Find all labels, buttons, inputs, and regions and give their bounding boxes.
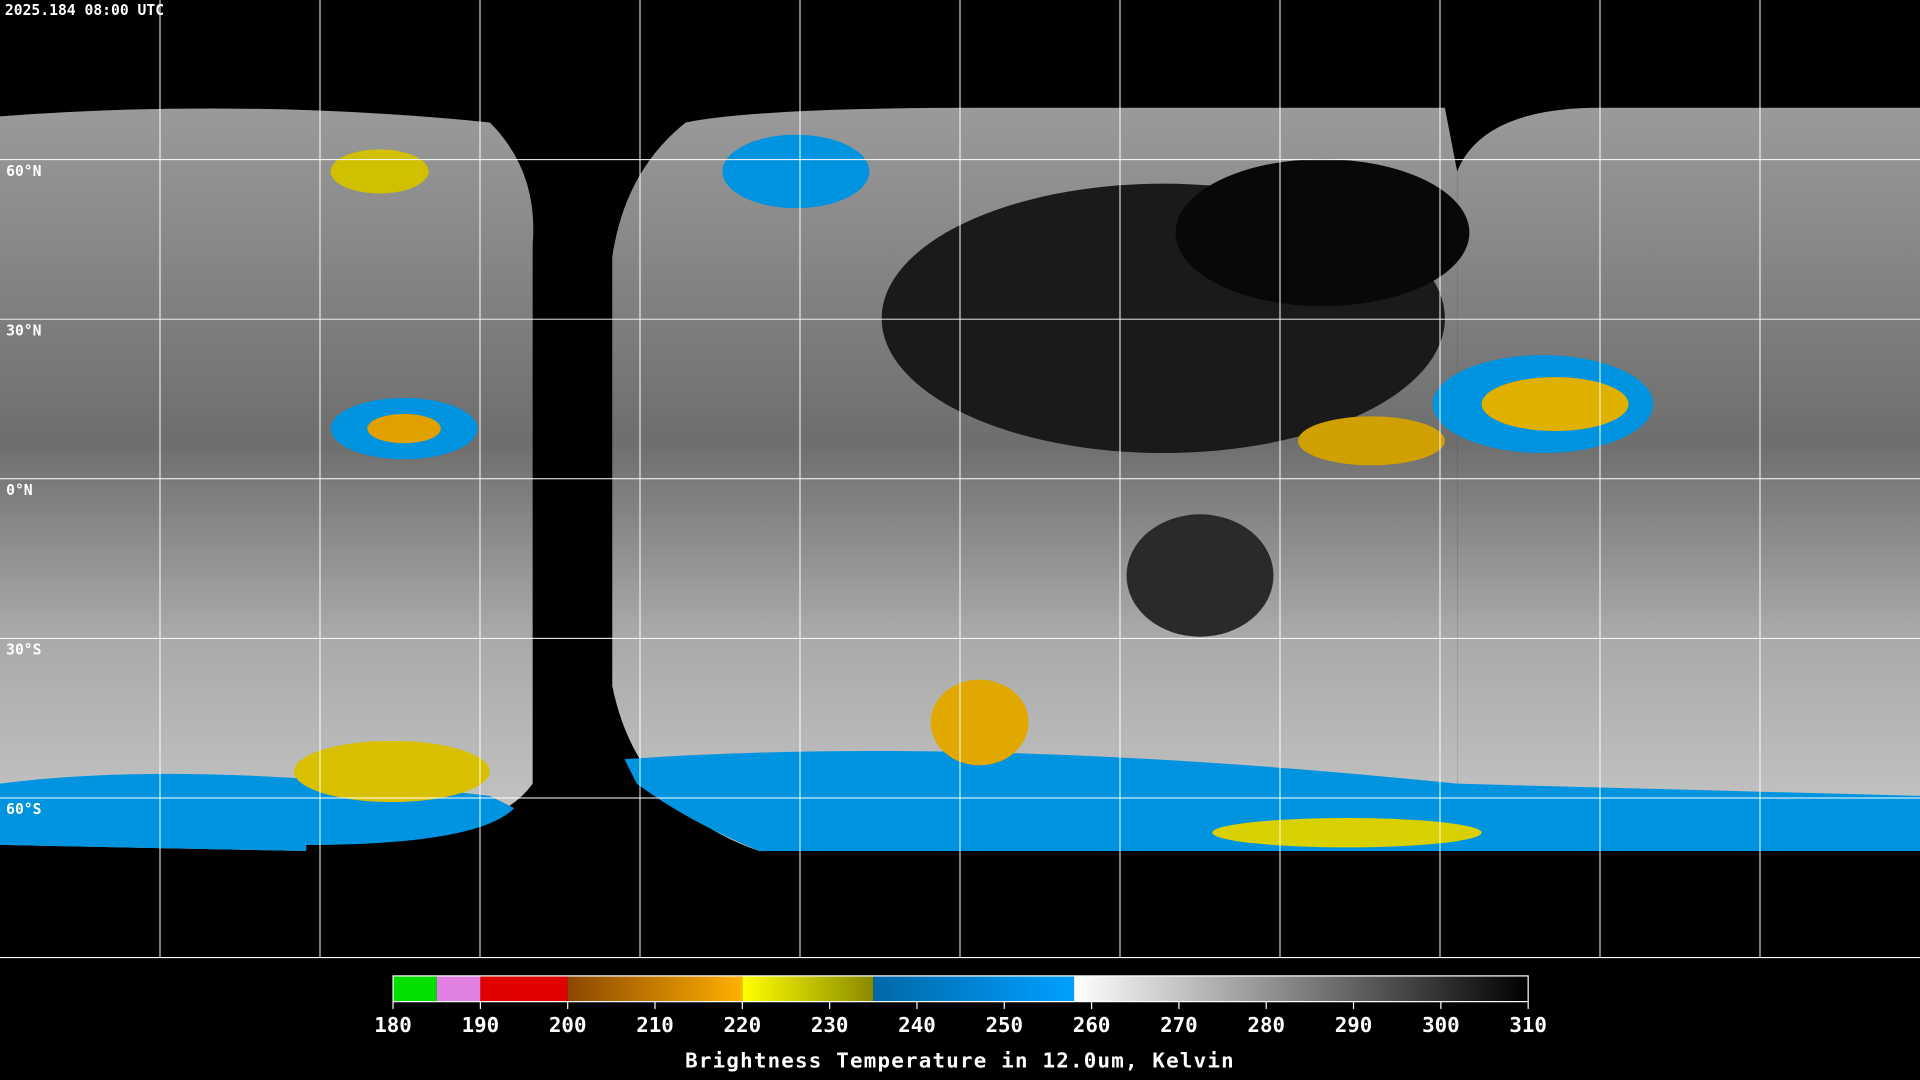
tick-label: 190 — [462, 1013, 500, 1037]
imagery — [0, 107, 1920, 852]
tick-label: 200 — [549, 1013, 587, 1037]
colorbar: 180 190 200 210 220 230 240 250 260 270 280 290 300 3… — [374, 975, 1547, 1037]
tick-label: 210 — [636, 1013, 674, 1037]
storm — [1212, 817, 1482, 848]
cold-band — [624, 751, 1920, 852]
storm — [293, 740, 490, 803]
tick-label: 250 — [985, 1013, 1023, 1037]
convection — [722, 134, 870, 209]
latitude-grid: 60°N 30°N 0°N 30°S 60°S — [0, 159, 1920, 959]
tick-label: 240 — [898, 1013, 936, 1037]
dry-region — [1175, 159, 1470, 307]
dry-region — [1126, 514, 1274, 637]
colorbar-segment — [436, 975, 481, 1002]
convection — [1297, 416, 1445, 466]
tick-label: 220 — [724, 1013, 762, 1037]
lat-label: 60°N — [6, 163, 41, 180]
colorbar-segment — [567, 975, 743, 1002]
lat-label: 30°N — [6, 322, 41, 339]
lat-label: 60°S — [6, 801, 41, 818]
convection — [367, 413, 441, 444]
colorbar-title: Brightness Temperature in 12.0um, Kelvin — [685, 1049, 1235, 1073]
timestamp: 2025.184 08:00 UTC — [5, 2, 164, 19]
convection — [330, 149, 429, 194]
colorbar-segment — [480, 975, 568, 1002]
tick-label: 270 — [1160, 1013, 1198, 1037]
colorbar-segment — [873, 975, 1075, 1002]
tick-label: 280 — [1247, 1013, 1285, 1037]
tick-label: 180 — [374, 1013, 412, 1037]
tick-label: 290 — [1335, 1013, 1373, 1037]
colorbar-segment — [742, 975, 874, 1002]
colorbar-frame — [392, 975, 1529, 1003]
tick-label: 230 — [811, 1013, 849, 1037]
colorbar-segment — [1074, 975, 1529, 1002]
east-sector — [1457, 107, 1920, 852]
tick-label: 260 — [1073, 1013, 1111, 1037]
convection — [1481, 377, 1629, 432]
lat-label: 30°S — [6, 642, 41, 659]
tick-label: 310 — [1509, 1013, 1547, 1037]
colorbar-segment — [393, 975, 437, 1002]
west-sector — [0, 108, 534, 852]
lat-label: 0°N — [6, 482, 33, 499]
storm — [930, 679, 1029, 766]
tick-label: 300 — [1422, 1013, 1460, 1037]
